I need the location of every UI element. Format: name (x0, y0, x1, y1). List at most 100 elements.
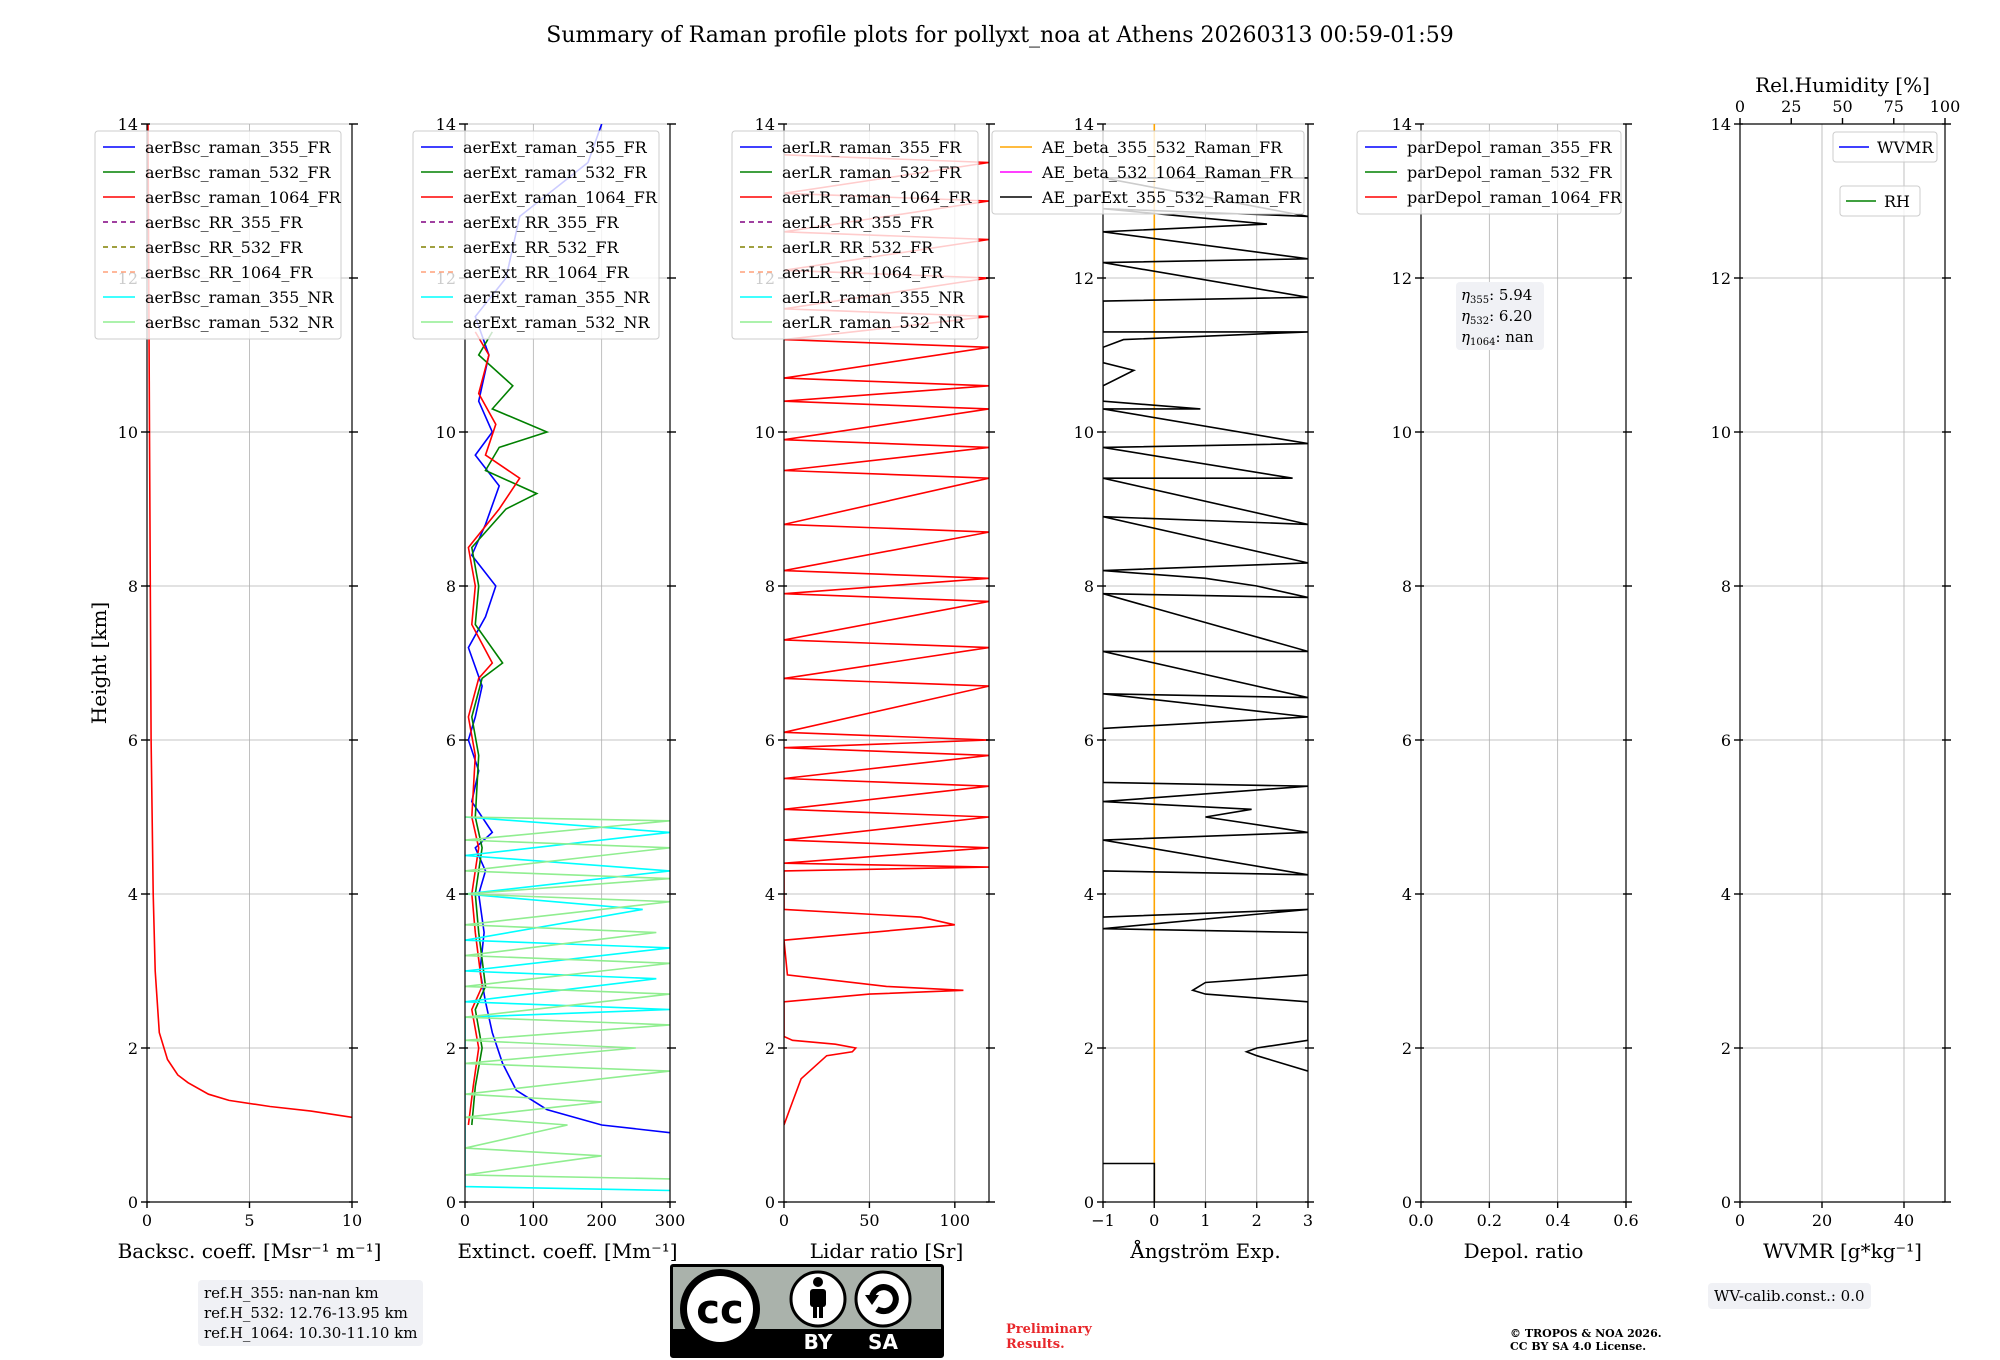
figure-title: Summary of Raman profile plots for polly… (546, 23, 1453, 48)
series-line-aerLR_raman_1064_FR (784, 154, 989, 1126)
x-tick-label-0: 0.0 (1408, 1211, 1433, 1230)
legend-label-aerLR_raman_1064_FR: aerLR_raman_1064_FR (782, 188, 972, 207)
legend-label-aerExt_raman_532_NR: aerExt_raman_532_NR (463, 313, 651, 332)
panel-lidar_ratio: 02468101214050100Lidar ratio [Sr]aerLR_r… (731, 115, 995, 1263)
x-tick-label-0: 0 (142, 1211, 152, 1230)
x-tick-label-1: 0 (1149, 1211, 1159, 1230)
legend-label-aerBsc_RR_355_FR: aerBsc_RR_355_FR (145, 213, 303, 232)
eta-label-355: η355: 5.94 (1461, 286, 1532, 306)
cc-logo-icon: cc (680, 1269, 760, 1349)
y-tick-label-0: 0 (1084, 1193, 1094, 1212)
y-tick-label-4: 4 (765, 885, 775, 904)
x-tick-label-2: 200 (586, 1211, 617, 1230)
legend-label-aerLR_raman_532_NR: aerLR_raman_532_NR (782, 313, 965, 332)
y-tick-label-14: 14 (436, 115, 456, 134)
legend-label-aerLR_RR_355_FR: aerLR_RR_355_FR (782, 213, 934, 232)
legend-label-aerBsc_raman_355_NR: aerBsc_raman_355_NR (145, 288, 334, 307)
y-tick-label-10: 10 (118, 423, 138, 442)
y-tick-label-2: 2 (446, 1039, 456, 1058)
y-tick-label-0: 0 (1402, 1193, 1412, 1212)
cc-logo-text: cc (696, 1287, 743, 1333)
x-tick-label-1: 100 (518, 1211, 549, 1230)
x-tick-label-0: 0 (1735, 1211, 1745, 1230)
y-tick-label-4: 4 (446, 885, 456, 904)
legend-label-AE_beta_532_1064_Raman_FR: AE_beta_532_1064_Raman_FR (1041, 163, 1293, 182)
legend-label-aerExt_raman_355_NR: aerExt_raman_355_NR (463, 288, 651, 307)
eta-label-532: η532: 6.20 (1461, 307, 1532, 327)
y-tick-label-6: 6 (128, 731, 138, 750)
legend-label-aerExt_RR_1064_FR: aerExt_RR_1064_FR (463, 263, 630, 282)
y-tick-label-8: 8 (1721, 577, 1731, 596)
series-line-aerBsc_raman_1064_FR (147, 124, 352, 1119)
ref-height-532: ref.H_532: 12.76-13.95 km (204, 1304, 408, 1322)
x-tick-label-1: 50 (859, 1211, 879, 1230)
y-tick-label-12: 12 (1711, 269, 1731, 288)
y-tick-label-10: 10 (1392, 423, 1412, 442)
y-tick-label-2: 2 (765, 1039, 775, 1058)
panel-backscatter: 024681012140510Backsc. coeff. [Msr⁻¹ m⁻¹… (87, 115, 381, 1263)
legend-box-RH (1839, 185, 1921, 217)
top-tick-label-1: 25 (1781, 97, 1801, 116)
legend-box (94, 130, 342, 340)
y-tick-label-6: 6 (446, 731, 456, 750)
ref-height-1064: ref.H_1064: 10.30-11.10 km (204, 1324, 418, 1342)
legend-label-aerExt_RR_355_FR: aerExt_RR_355_FR (463, 213, 620, 232)
y-tick-label-2: 2 (128, 1039, 138, 1058)
preliminary-results-note: Preliminary Results. (1006, 1322, 1092, 1352)
y-tick-label-14: 14 (1711, 115, 1731, 134)
legend-label-aerLR_RR_1064_FR: aerLR_RR_1064_FR (782, 263, 944, 282)
legend-label-aerExt_raman_1064_FR: aerExt_raman_1064_FR (463, 188, 658, 207)
y-tick-label-14: 14 (118, 115, 138, 134)
y-tick-label-6: 6 (1402, 731, 1412, 750)
x-axis-label: Ångström Exp. (1129, 1238, 1280, 1263)
legend-box-WVMR (1832, 131, 1938, 163)
x-axis-label: Depol. ratio (1464, 1239, 1584, 1263)
eta-label-1064: η1064: nan (1461, 328, 1534, 348)
y-tick-label-6: 6 (1721, 731, 1731, 750)
x-tick-label-0: 0 (779, 1211, 789, 1230)
legend-label-parDepol_raman_1064_FR: parDepol_raman_1064_FR (1407, 188, 1623, 207)
legend-label-AE_parExt_355_532_Raman_FR: AE_parExt_355_532_Raman_FR (1041, 188, 1302, 207)
eta-annotation-box (1456, 282, 1544, 350)
legend-label-aerBsc_RR_1064_FR: aerBsc_RR_1064_FR (145, 263, 314, 282)
legend-label-RH: RH (1884, 192, 1910, 211)
y-tick-label-4: 4 (1084, 885, 1094, 904)
legend-label-AE_beta_355_532_Raman_FR: AE_beta_355_532_Raman_FR (1041, 138, 1283, 157)
series-line-aerExt_raman_1064_FR (467, 331, 521, 1126)
legend-box (1356, 130, 1622, 215)
x-axis-label: Lidar ratio [Sr] (810, 1239, 964, 1263)
x-tick-label-1: 5 (244, 1211, 254, 1230)
x-tick-label-2: 0.4 (1545, 1211, 1570, 1230)
x-tick-label-3: 300 (655, 1211, 686, 1230)
top-tick-label-3: 75 (1884, 97, 1904, 116)
top-tick-label-4: 100 (1930, 97, 1961, 116)
x-tick-label-1: 0.2 (1477, 1211, 1502, 1230)
reference-height-box: ref.H_355: nan-nan km ref.H_532: 12.76-1… (198, 1280, 424, 1346)
x-tick-label-1: 20 (1812, 1211, 1832, 1230)
legend-label-aerLR_raman_355_FR: aerLR_raman_355_FR (782, 138, 962, 157)
attribution-person-icon (789, 1270, 847, 1328)
ref-height-355: ref.H_355: nan-nan km (204, 1284, 379, 1302)
x-axis-label: Backsc. coeff. [Msr⁻¹ m⁻¹] (118, 1239, 382, 1263)
legend-label-aerLR_raman_532_FR: aerLR_raman_532_FR (782, 163, 962, 182)
x-tick-label-0: −1 (1091, 1211, 1115, 1230)
top-tick-label-0: 0 (1735, 97, 1745, 116)
legend-label-aerLR_raman_355_NR: aerLR_raman_355_NR (782, 288, 965, 307)
legend-label-aerExt_RR_532_FR: aerExt_RR_532_FR (463, 238, 620, 257)
y-tick-label-4: 4 (1402, 885, 1412, 904)
y-tick-label-10: 10 (436, 423, 456, 442)
x-tick-label-2: 100 (940, 1211, 971, 1230)
x-tick-label-3: 2 (1252, 1211, 1262, 1230)
series-line-aerExt_raman_532_NR (465, 816, 670, 1180)
legend-box (991, 130, 1305, 215)
badge-by-text: BY (804, 1330, 833, 1354)
legend-label-aerExt_raman_355_FR: aerExt_raman_355_FR (463, 138, 648, 157)
panel-depolarization: 0 2 4 6 8 10 12 14 0.0 0.2 0.4 0.6 Depol. ratio parDe… (1356, 115, 1639, 1263)
share-alike-icon (854, 1270, 912, 1328)
series-line-aerExt_raman_532_FR (470, 331, 550, 1126)
y-tick-label-8: 8 (1084, 577, 1094, 596)
y-tick-label-4: 4 (128, 885, 138, 904)
